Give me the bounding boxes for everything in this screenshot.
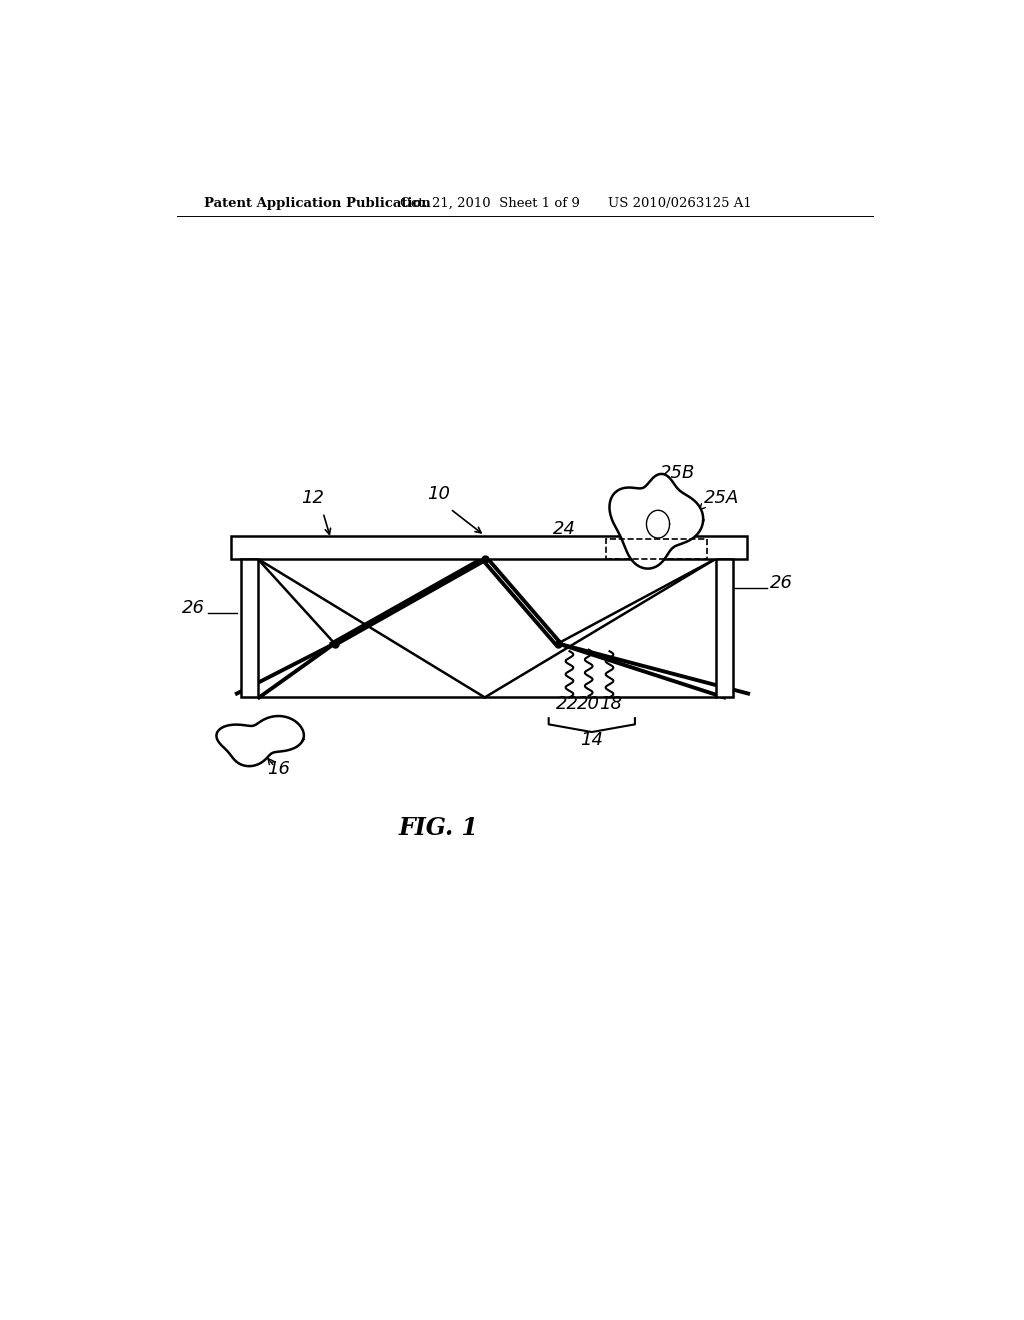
Text: 26: 26	[182, 599, 205, 616]
Text: 24: 24	[553, 520, 575, 539]
Text: 25B: 25B	[659, 463, 695, 482]
Bar	[606, 539, 707, 558]
Text: 14: 14	[581, 731, 603, 750]
Text: 18: 18	[599, 694, 622, 713]
Text: 22: 22	[556, 694, 580, 713]
Text: 20: 20	[578, 694, 600, 713]
Text: FIG. 1: FIG. 1	[398, 816, 478, 841]
Text: 16: 16	[267, 760, 290, 779]
Text: Oct. 21, 2010  Sheet 1 of 9: Oct. 21, 2010 Sheet 1 of 9	[400, 197, 580, 210]
Polygon shape	[609, 474, 703, 569]
Bar	[230, 536, 746, 558]
Text: 25A: 25A	[705, 490, 739, 507]
Text: 26: 26	[770, 574, 793, 593]
Text: US 2010/0263125 A1: US 2010/0263125 A1	[608, 197, 752, 210]
Bar	[241, 558, 258, 697]
Text: 10: 10	[427, 484, 451, 503]
Text: 12: 12	[301, 488, 325, 507]
Polygon shape	[216, 715, 304, 766]
Text: Patent Application Publication: Patent Application Publication	[204, 197, 430, 210]
Bar	[716, 558, 733, 697]
Polygon shape	[646, 511, 670, 539]
